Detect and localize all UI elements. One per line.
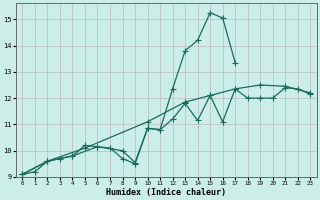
X-axis label: Humidex (Indice chaleur): Humidex (Indice chaleur) [106, 188, 226, 197]
